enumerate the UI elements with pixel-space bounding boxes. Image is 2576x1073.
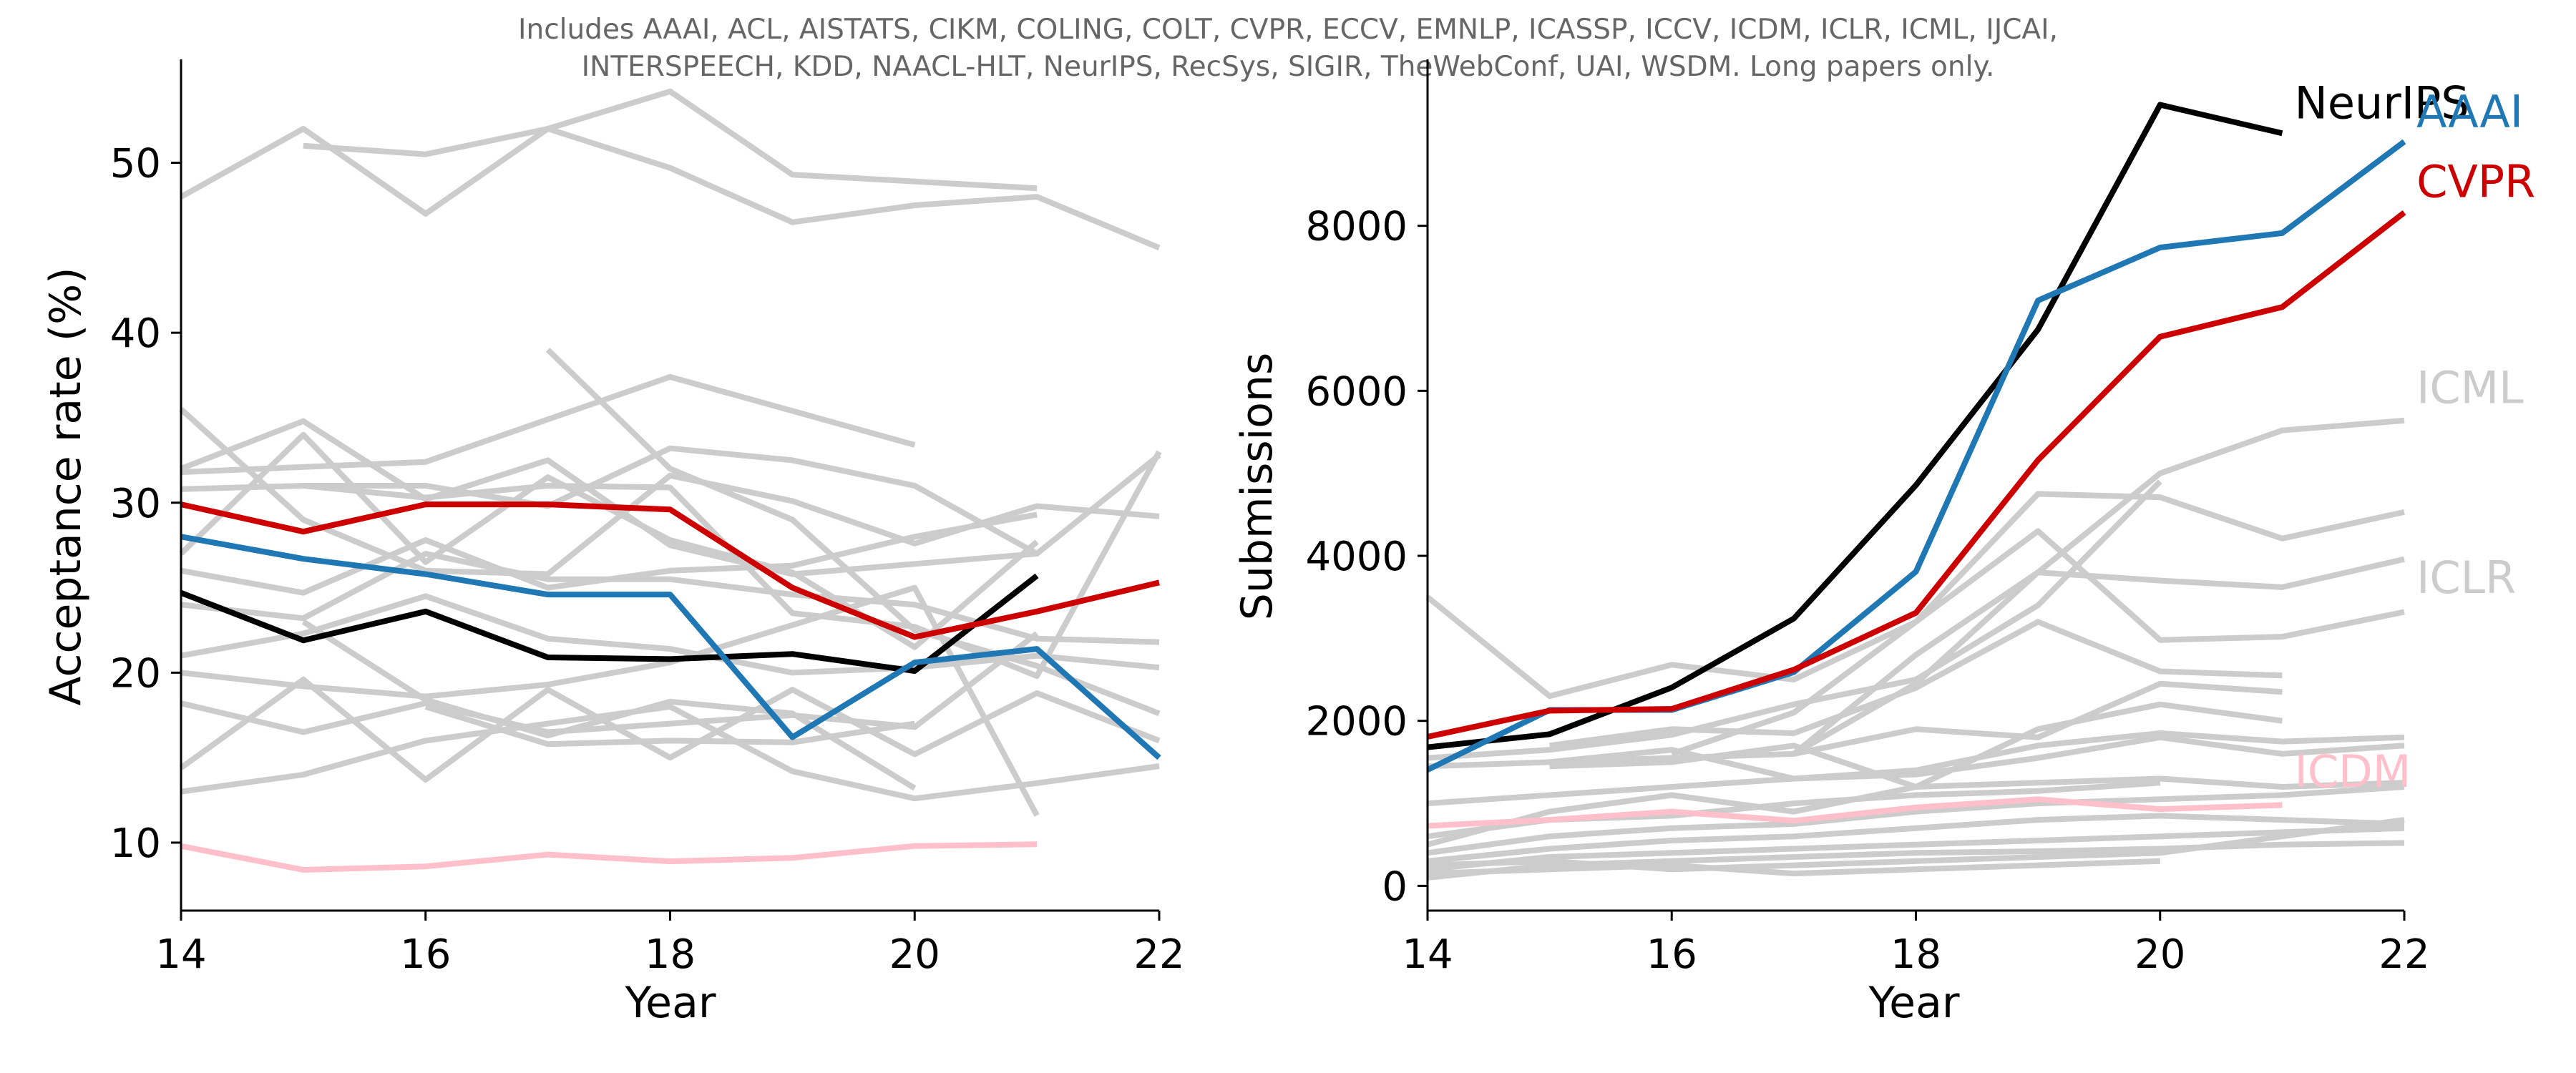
submissions-series-label-icml: ICML (2416, 362, 2524, 414)
submissions-background-series-3 (1792, 556, 2405, 757)
submissions-x-tick-label: 18 (1890, 931, 1941, 978)
submissions-background-series-11 (1426, 775, 2405, 848)
acceptance-background-series-13 (180, 584, 1040, 817)
acceptance-y-tick-label: 30 (110, 481, 161, 527)
submissions-background-series-1 (1425, 491, 2405, 700)
acceptance-background-series-3 (545, 348, 1161, 717)
submissions-y-tick-label: 2000 (1305, 699, 1407, 745)
submissions-background-series-4 (1671, 528, 2405, 757)
acceptance-y-tick-label: 10 (110, 820, 161, 867)
submissions-panel: Year Submissions 14 16 18 20 22 0 2000 4000 6000… (1232, 59, 2535, 1028)
acceptance-background-series-17 (180, 703, 1160, 802)
acceptance-y-tick-label: 20 (110, 650, 161, 697)
acceptance-series-cvpr (180, 501, 1160, 640)
submissions-background-series-5 (1427, 479, 2162, 761)
submissions-series-label-neurips: NeurIPS (2294, 77, 2469, 129)
acceptance-series-neurips (180, 573, 1039, 674)
acceptance-x-axis-title: Year (624, 978, 716, 1028)
acceptance-background-series-11 (180, 551, 1160, 645)
acceptance-background-series-5 (179, 407, 1160, 577)
submissions-background-series-14 (1427, 813, 2405, 864)
acceptance-background-series-12 (180, 593, 1160, 676)
submissions-y-axis-title: Submissions (1232, 353, 1282, 621)
acceptance-x-tick-label: 16 (400, 931, 451, 978)
acceptance-series-icdm (180, 841, 1038, 873)
submissions-series-label-aaai: AAAI (2416, 85, 2523, 137)
submissions-y-tick-label: 6000 (1305, 368, 1407, 415)
submissions-series-neurips (1427, 102, 2283, 750)
submissions-background-series-6 (1549, 619, 2283, 749)
submissions-background-series-10 (1427, 734, 2405, 807)
submissions-background-series-13 (1427, 784, 2405, 856)
acceptance-background-series-16 (179, 676, 1161, 783)
submissions-x-tick-label: 16 (1646, 931, 1697, 978)
submissions-y-tick-label: 8000 (1305, 204, 1407, 250)
acceptance-x-tick-label: 22 (1133, 931, 1184, 978)
figure-subtitle: Includes AAAI, ACL, AISTATS, CIKM, COLIN… (518, 14, 2058, 83)
acceptance-background-series-1 (180, 126, 1161, 251)
submissions-background-series-17 (1427, 858, 2160, 877)
submissions-y-tick-label: 4000 (1305, 534, 1407, 580)
submissions-series-icdm (1427, 796, 2283, 829)
submissions-background-series-15 (1427, 825, 2405, 873)
submissions-series-cvpr (1427, 210, 2406, 740)
submissions-background-series-7 (1549, 680, 2283, 765)
submissions-x-axis-title: Year (1868, 978, 1959, 1028)
submissions-background-series-9 (1427, 730, 2405, 782)
submissions-series-label-icdm: ICDM (2294, 745, 2411, 798)
acceptance-y-axis-title: Acceptance rate (%) (41, 267, 91, 705)
acceptance-series-aaai (180, 534, 1161, 760)
submissions-x-tick-label: 20 (2135, 931, 2185, 978)
acceptance-x-tick-label: 18 (645, 931, 696, 978)
acceptance-x-tick-label: 14 (155, 931, 206, 978)
acceptance-y-tick-label: 50 (110, 141, 161, 187)
acceptance-background-series-18 (424, 704, 915, 748)
acceptance-background-series-7 (180, 445, 1161, 557)
acceptance-background-series-2 (303, 88, 1038, 192)
submissions-x-tick-label: 14 (1402, 931, 1453, 978)
submissions-background-series-18 (1427, 817, 2405, 873)
acceptance-rate-panel: Year Acceptance rate (%) 14 16 18 20 22 10 20 3… (41, 59, 1185, 1028)
submissions-series-label-cvpr: CVPR (2416, 155, 2535, 207)
acceptance-background-series-4 (180, 373, 916, 475)
figure-subtitle-line: Includes AAAI, ACL, AISTATS, CIKM, COLIN… (518, 14, 2058, 46)
acceptance-x-tick-label: 20 (889, 931, 940, 978)
acceptance-y-tick-label: 40 (110, 310, 161, 357)
submissions-series-label-iclr: ICLR (2416, 552, 2516, 604)
figure-subtitle-line: INTERSPEECH, KDD, NAACL-HLT, NeurIPS, Re… (582, 51, 1995, 83)
submissions-y-tick-label: 0 (1382, 863, 1407, 910)
acceptance-background-series-6 (180, 418, 1038, 577)
submissions-x-tick-label: 22 (2379, 931, 2429, 978)
